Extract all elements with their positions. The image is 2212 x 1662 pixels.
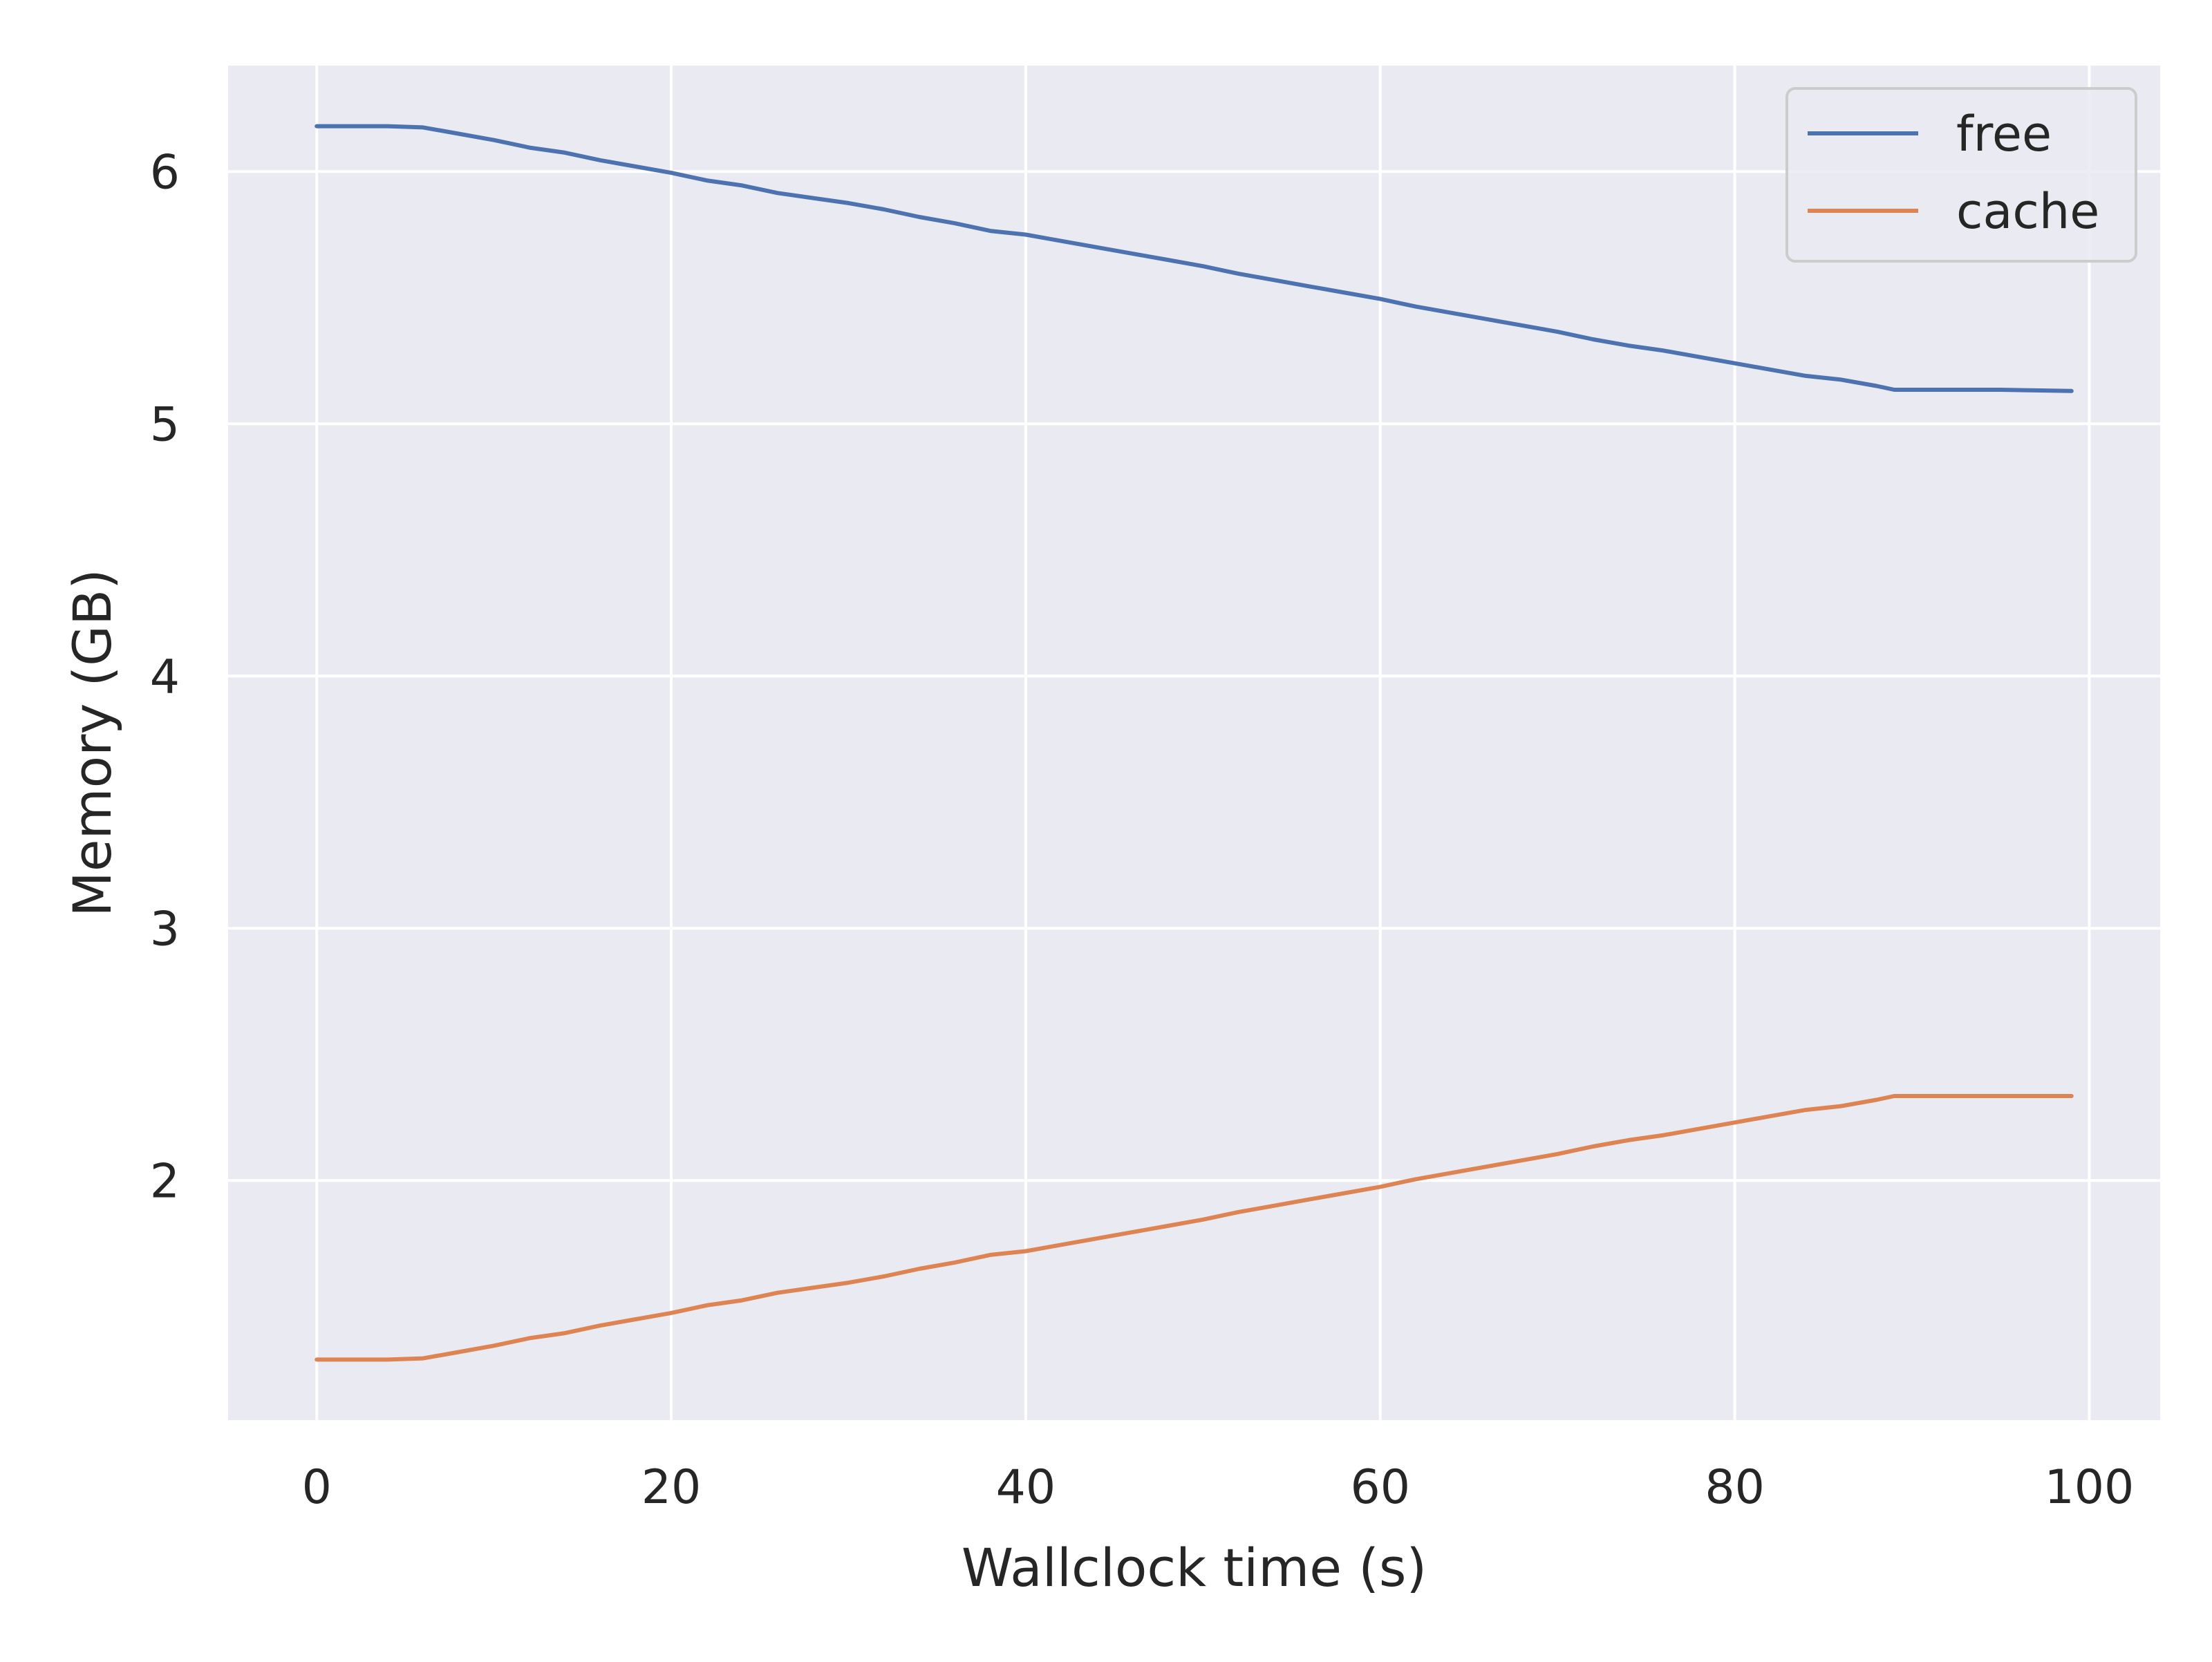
legend-label-free: free [1956,106,2052,162]
tick-labels: 0 20 40 60 80 100 2 3 4 5 6 [150,145,2135,1515]
grid [228,66,2160,1420]
series-line-free [315,124,2074,393]
y-axis-title: Memory (GB) [62,569,123,917]
x-tick-label: 20 [641,1460,702,1515]
y-tick-label: 6 [150,145,180,200]
series-line-cache [315,1094,2074,1362]
x-axis-title: Wallclock time (s) [962,1537,1427,1598]
x-tick-label: 80 [1705,1460,1765,1515]
x-tick-label: 40 [996,1460,1056,1515]
y-tick-label: 3 [150,902,180,956]
y-tick-label: 4 [150,650,180,704]
x-tick-label: 100 [2045,1460,2135,1515]
y-tick-label: 5 [150,397,180,452]
x-tick-label: 60 [1350,1460,1410,1515]
x-tick-label: 0 [302,1460,332,1515]
legend: free cache [1785,87,2137,263]
plot-area [228,66,2160,1420]
legend-label-cache: cache [1956,183,2099,240]
series-lines [315,124,2074,1362]
y-tick-label: 2 [150,1154,180,1209]
